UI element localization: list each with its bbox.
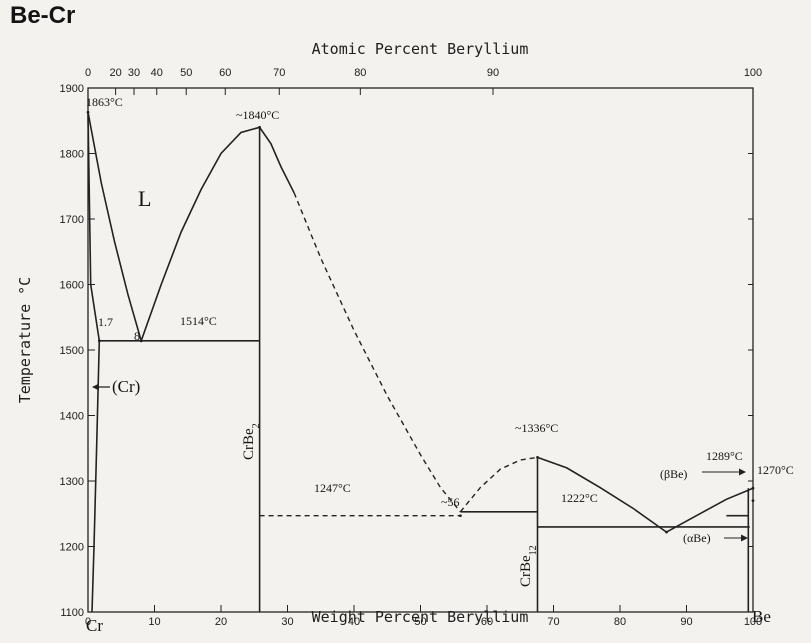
boundary-liquidus-crbe2-right-dashed- — [293, 192, 461, 513]
x2-tick-label: 80 — [354, 67, 366, 79]
x-end-label-be: Be — [752, 607, 771, 626]
crbe2-text: CrBe — [241, 428, 257, 460]
x-tick-label: 0 — [85, 616, 91, 628]
x-tick-label: 90 — [680, 616, 692, 628]
phase-boundaries — [86, 110, 755, 613]
x-tick-label: 80 — [614, 616, 626, 628]
point-eut3 — [665, 530, 668, 534]
boundary--cr-solvus — [87, 112, 101, 613]
point-label-be-transform: 1270°C — [757, 463, 794, 477]
y-tick-label: 1900 — [60, 83, 84, 95]
x-tick-label: 20 — [215, 616, 227, 628]
phase-label-crbe12: CrBe12 — [518, 545, 539, 587]
comp-label-eutectic-8: 8 — [134, 329, 140, 343]
x-end-label-cr: Cr — [86, 616, 103, 635]
comp-label-cr-solvus: 1.7 — [98, 315, 113, 329]
y-tick-label: 1300 — [60, 476, 84, 488]
x-tick-label: 60 — [481, 616, 493, 628]
point-crbe2_melt — [258, 125, 261, 129]
x-tick-label: 50 — [414, 616, 426, 628]
point-label-crbe12-melt: ~1336°C — [515, 421, 558, 435]
x2-tick-label: 30 — [128, 67, 140, 79]
y-tick-label: 1500 — [60, 345, 84, 357]
boundary-liquidus-crbe2-left- — [140, 126, 260, 342]
y-tick-label: 1600 — [60, 280, 84, 292]
boundary-liquidus-crbe12-right- — [537, 456, 667, 533]
arrowhead-cr — [92, 383, 99, 391]
x2-tick-label: 70 — [273, 67, 285, 79]
plot-frame — [87, 87, 754, 613]
y-tick-label: 1200 — [60, 542, 84, 554]
x-tick-label: 30 — [281, 616, 293, 628]
arrowhead-beta-be — [739, 468, 746, 476]
crbe12-subscript: 12 — [528, 545, 539, 555]
boundary-liquidus-crbe12-left-dashed- — [459, 456, 538, 513]
point-label-cr-melt: 1863°C — [86, 95, 123, 109]
x2-tick-label: 90 — [487, 67, 499, 79]
phase-label-cr: (Cr) — [112, 377, 140, 396]
phase-label-liquid: L — [138, 186, 151, 211]
point-be_trans — [751, 499, 755, 503]
point-label-be-melt: 1289°C — [706, 449, 743, 463]
x2-axis-label: Atomic Percent Beryllium — [312, 40, 529, 58]
point-cr_melt — [86, 110, 90, 114]
phase-label-crbe2: CrBe2 — [241, 423, 262, 460]
x2-tick-label: 60 — [219, 67, 231, 79]
point-cr_solvus — [97, 339, 101, 343]
x-axis-label: Weight Percent Beryllium — [312, 608, 529, 626]
x-tick-label: 100 — [744, 616, 762, 628]
point-crbe12_melt — [536, 456, 539, 459]
x2-tick-label: 40 — [151, 67, 163, 79]
x2-tick-label: 20 — [109, 67, 121, 79]
x-tick-label: 40 — [348, 616, 360, 628]
x-tick-label: 10 — [148, 616, 160, 628]
y-axis-label: Temperature °C — [16, 277, 34, 403]
tick-marks: 0 10 20 30 40 50 60 70 80 90 100110012001300140015… — [60, 67, 763, 628]
point-label-crbe2-melt: ~1840°C — [236, 108, 279, 122]
crbe12-text: CrBe — [518, 555, 534, 587]
boundary-liquidus-be-side- — [666, 487, 754, 533]
point-label-eutectic-1514: 1514°C — [180, 314, 217, 328]
y-tick-label: 1800 — [60, 149, 84, 161]
x2-tick-label: 50 — [180, 67, 192, 79]
point-label-eutectic-1247: 1247°C — [314, 481, 351, 495]
arrowhead-alpha-be — [741, 534, 748, 542]
x2-tick-label: 0 — [85, 67, 91, 79]
phase-label-alpha-be: (αBe) — [683, 531, 711, 545]
y-tick-label: 1100 — [60, 607, 84, 619]
y-tick-label: 1700 — [60, 214, 84, 226]
point-label-eutectic-1222: 1222°C — [561, 491, 598, 505]
annotations: 1863°C ~1840°C 1514°C 1.7 8 1247°C ~56 ~… — [16, 40, 794, 635]
x-tick-label: 70 — [547, 616, 559, 628]
x2-tick-label: 100 — [744, 67, 762, 79]
y-tick-label: 1400 — [60, 411, 84, 423]
phase-label-beta-be: (βBe) — [660, 467, 687, 481]
boundary-liquidus-crbe2-right- — [258, 126, 295, 194]
point-be_melt — [751, 486, 755, 490]
figure-title: Be-Cr — [10, 2, 76, 29]
comp-label-eutectic-56: ~56 — [441, 495, 460, 509]
crbe2-subscript: 2 — [251, 423, 262, 428]
point-eut2 — [459, 514, 462, 518]
boundary-liquidus-cr-side- — [87, 112, 142, 342]
point-eut1 — [139, 339, 143, 343]
